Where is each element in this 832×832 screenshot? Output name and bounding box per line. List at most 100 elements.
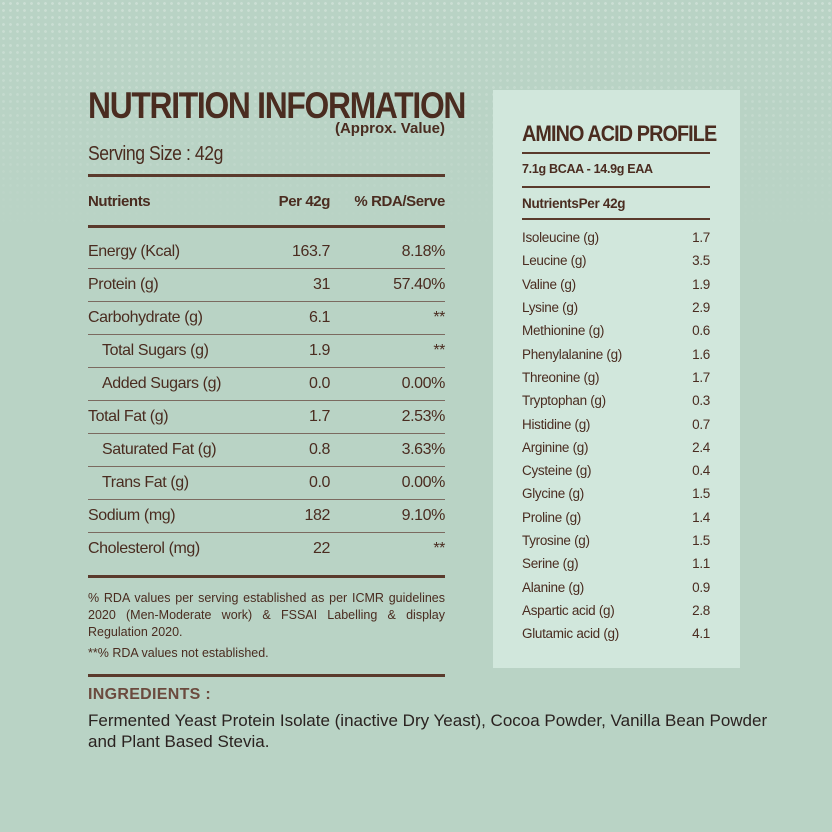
amino-name: Tyrosine (g) bbox=[522, 533, 590, 548]
list-item: Valine (g) 1.9 bbox=[522, 273, 710, 296]
amino-acid-panel: AMINO ACID PROFILE 7.1g BCAA - 14.9g EAA… bbox=[493, 90, 740, 668]
amino-value: 2.8 bbox=[692, 602, 710, 618]
amino-value: 1.7 bbox=[692, 230, 710, 246]
divider bbox=[522, 152, 710, 154]
row-rda: 9.10% bbox=[401, 507, 446, 524]
amino-name: Lysine (g) bbox=[522, 300, 578, 316]
amino-name: Alanine (g) bbox=[522, 579, 584, 595]
rda-footnote: % RDA values per serving established as … bbox=[88, 591, 445, 639]
table-row: Sodium (mg) 182 9.10% bbox=[88, 500, 445, 533]
amino-table-body: Isoleucine (g) 1.7 Leucine (g) 3.5 Valine … bbox=[522, 226, 710, 645]
header-rda: % RDA/Serve bbox=[354, 192, 445, 210]
amino-value: 1.4 bbox=[692, 509, 710, 525]
list-item: Methionine (g) 0.6 bbox=[522, 319, 710, 342]
list-item: Serine (g) 1.1 bbox=[522, 552, 710, 575]
row-name: Trans Fat (g) bbox=[102, 474, 189, 491]
list-item: Lysine (g) 2.9 bbox=[522, 296, 710, 319]
amino-value: 1.5 bbox=[692, 533, 710, 548]
row-rda: ** bbox=[433, 309, 445, 326]
row-name: Carbohydrate (g) bbox=[88, 309, 203, 326]
amino-value: 1.1 bbox=[692, 556, 710, 572]
row-name: Energy (Kcal) bbox=[88, 243, 180, 260]
row-name: Cholesterol (mg) bbox=[88, 540, 200, 557]
row-rda: ** bbox=[433, 540, 445, 557]
row-name: Saturated Fat (g) bbox=[102, 441, 217, 458]
amino-name: Aspartic acid (g) bbox=[522, 602, 615, 618]
amino-value: 0.4 bbox=[692, 463, 710, 479]
amino-value: 3.5 bbox=[692, 253, 710, 269]
amino-table-header: Nutrients Per 42g bbox=[522, 186, 710, 220]
amino-name: Serine (g) bbox=[522, 556, 579, 572]
list-item: Glutamic acid (g) 4.1 bbox=[522, 622, 710, 645]
row-per: 6.1 bbox=[308, 309, 330, 326]
row-rda: 0.00% bbox=[401, 474, 446, 491]
row-name: Protein (g) bbox=[88, 276, 159, 293]
amino-value: 1.9 bbox=[692, 276, 710, 292]
amino-value: 1.7 bbox=[692, 369, 710, 385]
amino-value: 1.6 bbox=[692, 346, 710, 362]
list-item: Leucine (g) 3.5 bbox=[522, 249, 710, 272]
row-per: 182 bbox=[304, 507, 331, 524]
list-item: Proline (g) 1.4 bbox=[522, 506, 710, 529]
amino-name: Histidine (g) bbox=[522, 416, 591, 432]
amino-value: 2.9 bbox=[692, 300, 710, 316]
list-item: Arginine (g) 2.4 bbox=[522, 436, 710, 459]
row-per: 0.0 bbox=[308, 474, 330, 491]
list-item: Isoleucine (g) 1.7 bbox=[522, 226, 710, 249]
table-row: Energy (Kcal) 163.7 8.18% bbox=[88, 236, 445, 269]
amino-value: 0.9 bbox=[692, 579, 710, 595]
row-per: 0.0 bbox=[308, 375, 330, 392]
serving-size: Serving Size : 42g bbox=[88, 143, 223, 165]
header-nutrients: Nutrients bbox=[88, 192, 151, 210]
row-per: 1.7 bbox=[308, 408, 330, 425]
amino-name: Valine (g) bbox=[522, 276, 576, 292]
amino-name: Glycine (g) bbox=[522, 486, 584, 502]
nutrition-table-body: Energy (Kcal) 163.7 8.18% Protein (g) 31 57.… bbox=[88, 236, 445, 565]
amino-value: 1.5 bbox=[692, 486, 710, 502]
nutrition-title: NUTRITION INFORMATION bbox=[88, 85, 466, 126]
row-name: Sodium (mg) bbox=[88, 507, 176, 524]
row-rda: 2.53% bbox=[401, 408, 446, 425]
table-row: Protein (g) 31 57.40% bbox=[88, 269, 445, 302]
row-name: Total Sugars (g) bbox=[102, 342, 209, 359]
table-row: Added Sugars (g) 0.0 0.00% bbox=[88, 368, 445, 401]
header-per-serving: Per 42g bbox=[578, 195, 626, 211]
row-per: 31 bbox=[313, 276, 330, 293]
row-rda: 0.00% bbox=[401, 375, 446, 392]
bcaa-eaa-summary: 7.1g BCAA - 14.9g EAA bbox=[522, 162, 653, 176]
header-per-serving: Per 42g bbox=[278, 192, 331, 210]
list-item: Tryptophan (g) 0.3 bbox=[522, 389, 710, 412]
nutrition-panel: NUTRITION INFORMATION (Approx. Value) Se… bbox=[88, 85, 466, 677]
list-item: Aspartic acid (g) 2.8 bbox=[522, 599, 710, 622]
amino-value: 4.1 bbox=[692, 626, 710, 642]
amino-name: Isoleucine (g) bbox=[522, 230, 599, 246]
row-rda: ** bbox=[433, 342, 445, 359]
ingredients-text: Fermented Yeast Protein Isolate (inactiv… bbox=[88, 711, 768, 751]
amino-name: Methionine (g) bbox=[522, 323, 605, 339]
nutrition-table-header: Nutrients Per 42g % RDA/Serve bbox=[88, 174, 445, 228]
list-item: Threonine (g) 1.7 bbox=[522, 366, 710, 389]
amino-value: 0.3 bbox=[692, 393, 710, 409]
amino-name: Proline (g) bbox=[522, 509, 581, 525]
row-per: 0.8 bbox=[308, 441, 330, 458]
table-row: Cholesterol (mg) 22 ** bbox=[88, 533, 445, 565]
amino-title: AMINO ACID PROFILE bbox=[522, 121, 717, 146]
footnotes: % RDA values per serving established as … bbox=[88, 575, 445, 662]
row-rda: 3.63% bbox=[401, 441, 446, 458]
amino-value: 2.4 bbox=[692, 439, 710, 455]
amino-name: Tryptophan (g) bbox=[522, 393, 606, 409]
table-row: Trans Fat (g) 0.0 0.00% bbox=[88, 467, 445, 500]
amino-name: Phenylalanine (g) bbox=[522, 346, 622, 362]
ingredients-title: INGREDIENTS : bbox=[88, 686, 212, 703]
row-name: Total Fat (g) bbox=[88, 408, 169, 425]
table-row: Total Sugars (g) 1.9 ** bbox=[88, 335, 445, 368]
divider bbox=[88, 674, 445, 677]
amino-value: 0.6 bbox=[692, 323, 710, 339]
list-item: Histidine (g) 0.7 bbox=[522, 412, 710, 435]
rda-not-established-note: **% RDA values not established. bbox=[88, 646, 269, 660]
table-row: Carbohydrate (g) 6.1 ** bbox=[88, 302, 445, 335]
list-item: Phenylalanine (g) 1.6 bbox=[522, 342, 710, 365]
row-per: 22 bbox=[313, 540, 330, 557]
ingredients-section: INGREDIENTS : Fermented Yeast Protein Is… bbox=[88, 686, 768, 752]
amino-name: Threonine (g) bbox=[522, 369, 600, 385]
